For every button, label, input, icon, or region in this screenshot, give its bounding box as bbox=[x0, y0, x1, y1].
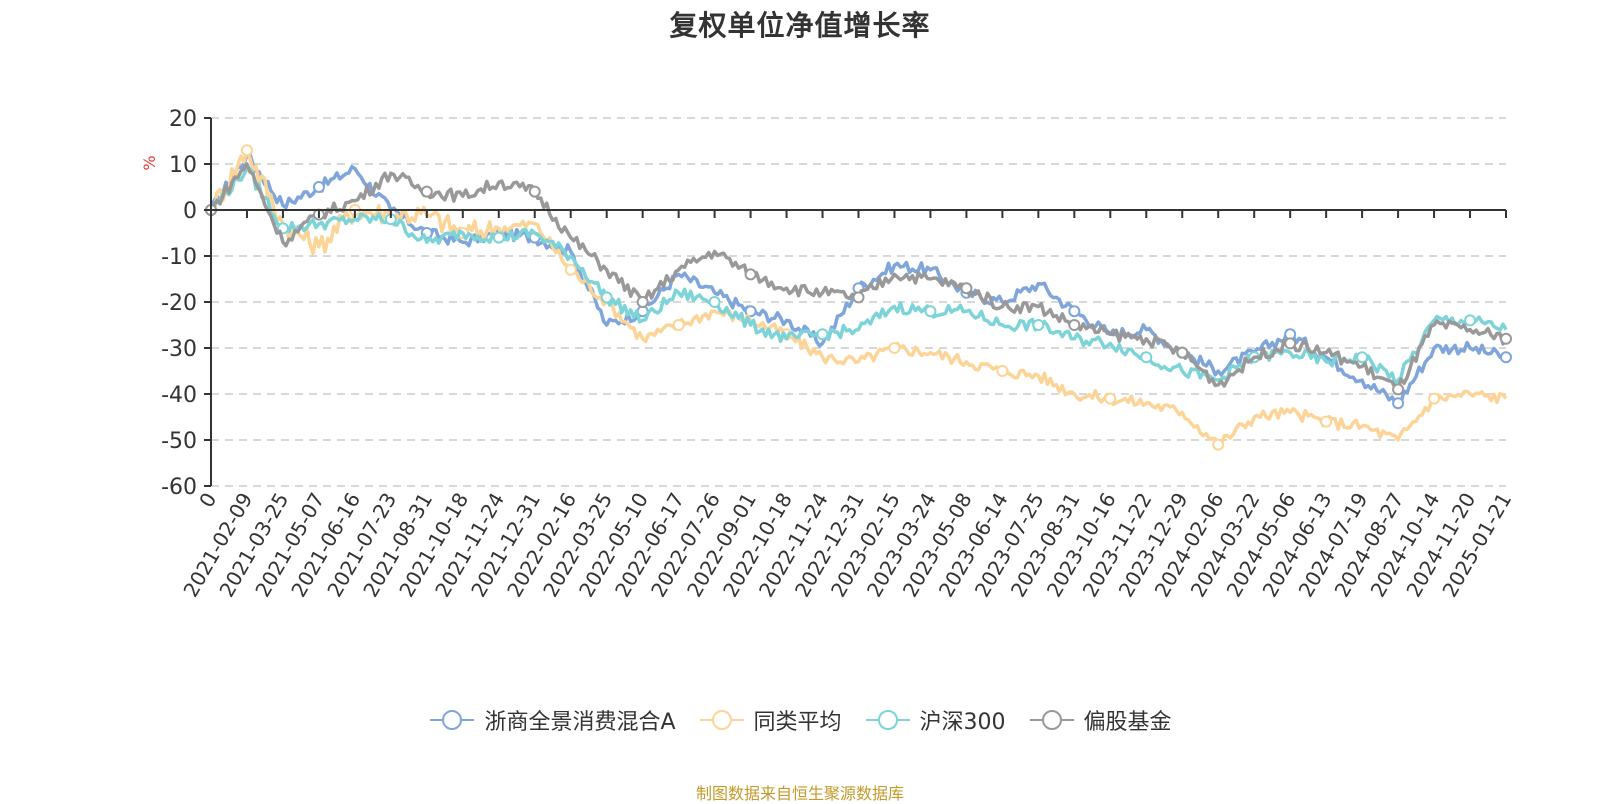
legend-label: 沪深300 bbox=[919, 710, 1006, 735]
data-point-marker[interactable] bbox=[492, 231, 505, 244]
data-point-marker[interactable] bbox=[996, 365, 1009, 377]
grid-lines bbox=[211, 117, 1506, 487]
data-point-marker[interactable] bbox=[1464, 314, 1477, 327]
chart-title: 复权单位净值增长率 bbox=[669, 9, 931, 42]
series-line bbox=[209, 152, 1508, 405]
data-point-marker[interactable] bbox=[1356, 351, 1369, 364]
data-point-marker[interactable] bbox=[240, 144, 253, 157]
legend-item-csi300[interactable]: 沪深300 bbox=[864, 704, 1006, 736]
data-point-marker[interactable] bbox=[744, 268, 757, 281]
legend-circle-icon bbox=[1029, 710, 1074, 730]
data-point-marker[interactable] bbox=[960, 282, 973, 295]
data-point-marker[interactable] bbox=[564, 263, 577, 276]
data-point-marker[interactable] bbox=[636, 296, 649, 308]
legend-label: 同类平均 bbox=[753, 710, 842, 735]
data-point-marker[interactable] bbox=[1032, 319, 1045, 331]
data-point-marker[interactable] bbox=[708, 296, 721, 308]
legend-item-fund[interactable]: 浙商全景消费混合A bbox=[428, 704, 676, 736]
legend: 浙商全景消费混合A 同类平均 沪深300 偏股基金 bbox=[0, 704, 1600, 736]
legend-circle-icon bbox=[699, 710, 744, 730]
data-point-marker[interactable] bbox=[1068, 319, 1081, 331]
data-point-marker[interactable] bbox=[1320, 415, 1333, 428]
data-point-marker[interactable] bbox=[1500, 351, 1512, 364]
data-point-marker[interactable] bbox=[1068, 305, 1081, 318]
legend-circle-icon bbox=[430, 710, 475, 730]
y-tick-label: 0 bbox=[183, 199, 197, 224]
data-point-marker[interactable] bbox=[888, 342, 901, 354]
data-point-marker[interactable] bbox=[1428, 392, 1441, 405]
legend-circle-icon bbox=[865, 710, 910, 730]
data-point-marker[interactable] bbox=[1500, 332, 1512, 345]
data-point-marker[interactable] bbox=[1212, 438, 1225, 451]
y-axis-label: % bbox=[140, 155, 159, 170]
data-point-marker[interactable] bbox=[924, 305, 937, 318]
legend-label: 浙商全景消费混合A bbox=[484, 710, 676, 735]
x-tick-label: 0 bbox=[194, 489, 221, 512]
data-point-marker[interactable] bbox=[528, 185, 541, 198]
y-tick-label: -40 bbox=[161, 383, 197, 408]
data-source-note: 制图数据来自恒生聚源数据库 bbox=[695, 784, 904, 803]
data-point-marker[interactable] bbox=[420, 185, 433, 198]
data-point-marker[interactable] bbox=[852, 291, 865, 304]
data-point-marker[interactable] bbox=[1104, 392, 1117, 405]
data-point-marker[interactable] bbox=[744, 305, 757, 318]
y-tick-label: -10 bbox=[161, 245, 197, 270]
data-point-marker[interactable] bbox=[1392, 383, 1405, 396]
series-line bbox=[210, 166, 1508, 385]
data-point-marker[interactable] bbox=[816, 328, 829, 341]
series-lines bbox=[205, 144, 1512, 451]
data-point-marker[interactable] bbox=[1284, 337, 1297, 350]
legend-item-peer-average[interactable]: 同类平均 bbox=[698, 704, 842, 736]
y-tick-label: -50 bbox=[161, 429, 197, 454]
y-tick-label: 10 bbox=[169, 153, 197, 178]
data-point-marker[interactable] bbox=[312, 181, 325, 193]
data-point-marker[interactable] bbox=[672, 319, 685, 331]
y-tick-label: -60 bbox=[161, 475, 197, 500]
y-tick-label: 20 bbox=[169, 107, 197, 132]
data-point-marker[interactable] bbox=[1392, 397, 1405, 410]
legend-item-equity-fund[interactable]: 偏股基金 bbox=[1028, 704, 1172, 736]
y-tick-label: -30 bbox=[161, 337, 197, 362]
data-point-marker[interactable] bbox=[600, 291, 613, 304]
y-tick-label: -20 bbox=[161, 291, 197, 316]
data-point-marker[interactable] bbox=[1176, 346, 1189, 359]
legend-label: 偏股基金 bbox=[1083, 710, 1172, 735]
data-point-marker[interactable] bbox=[1140, 351, 1153, 364]
